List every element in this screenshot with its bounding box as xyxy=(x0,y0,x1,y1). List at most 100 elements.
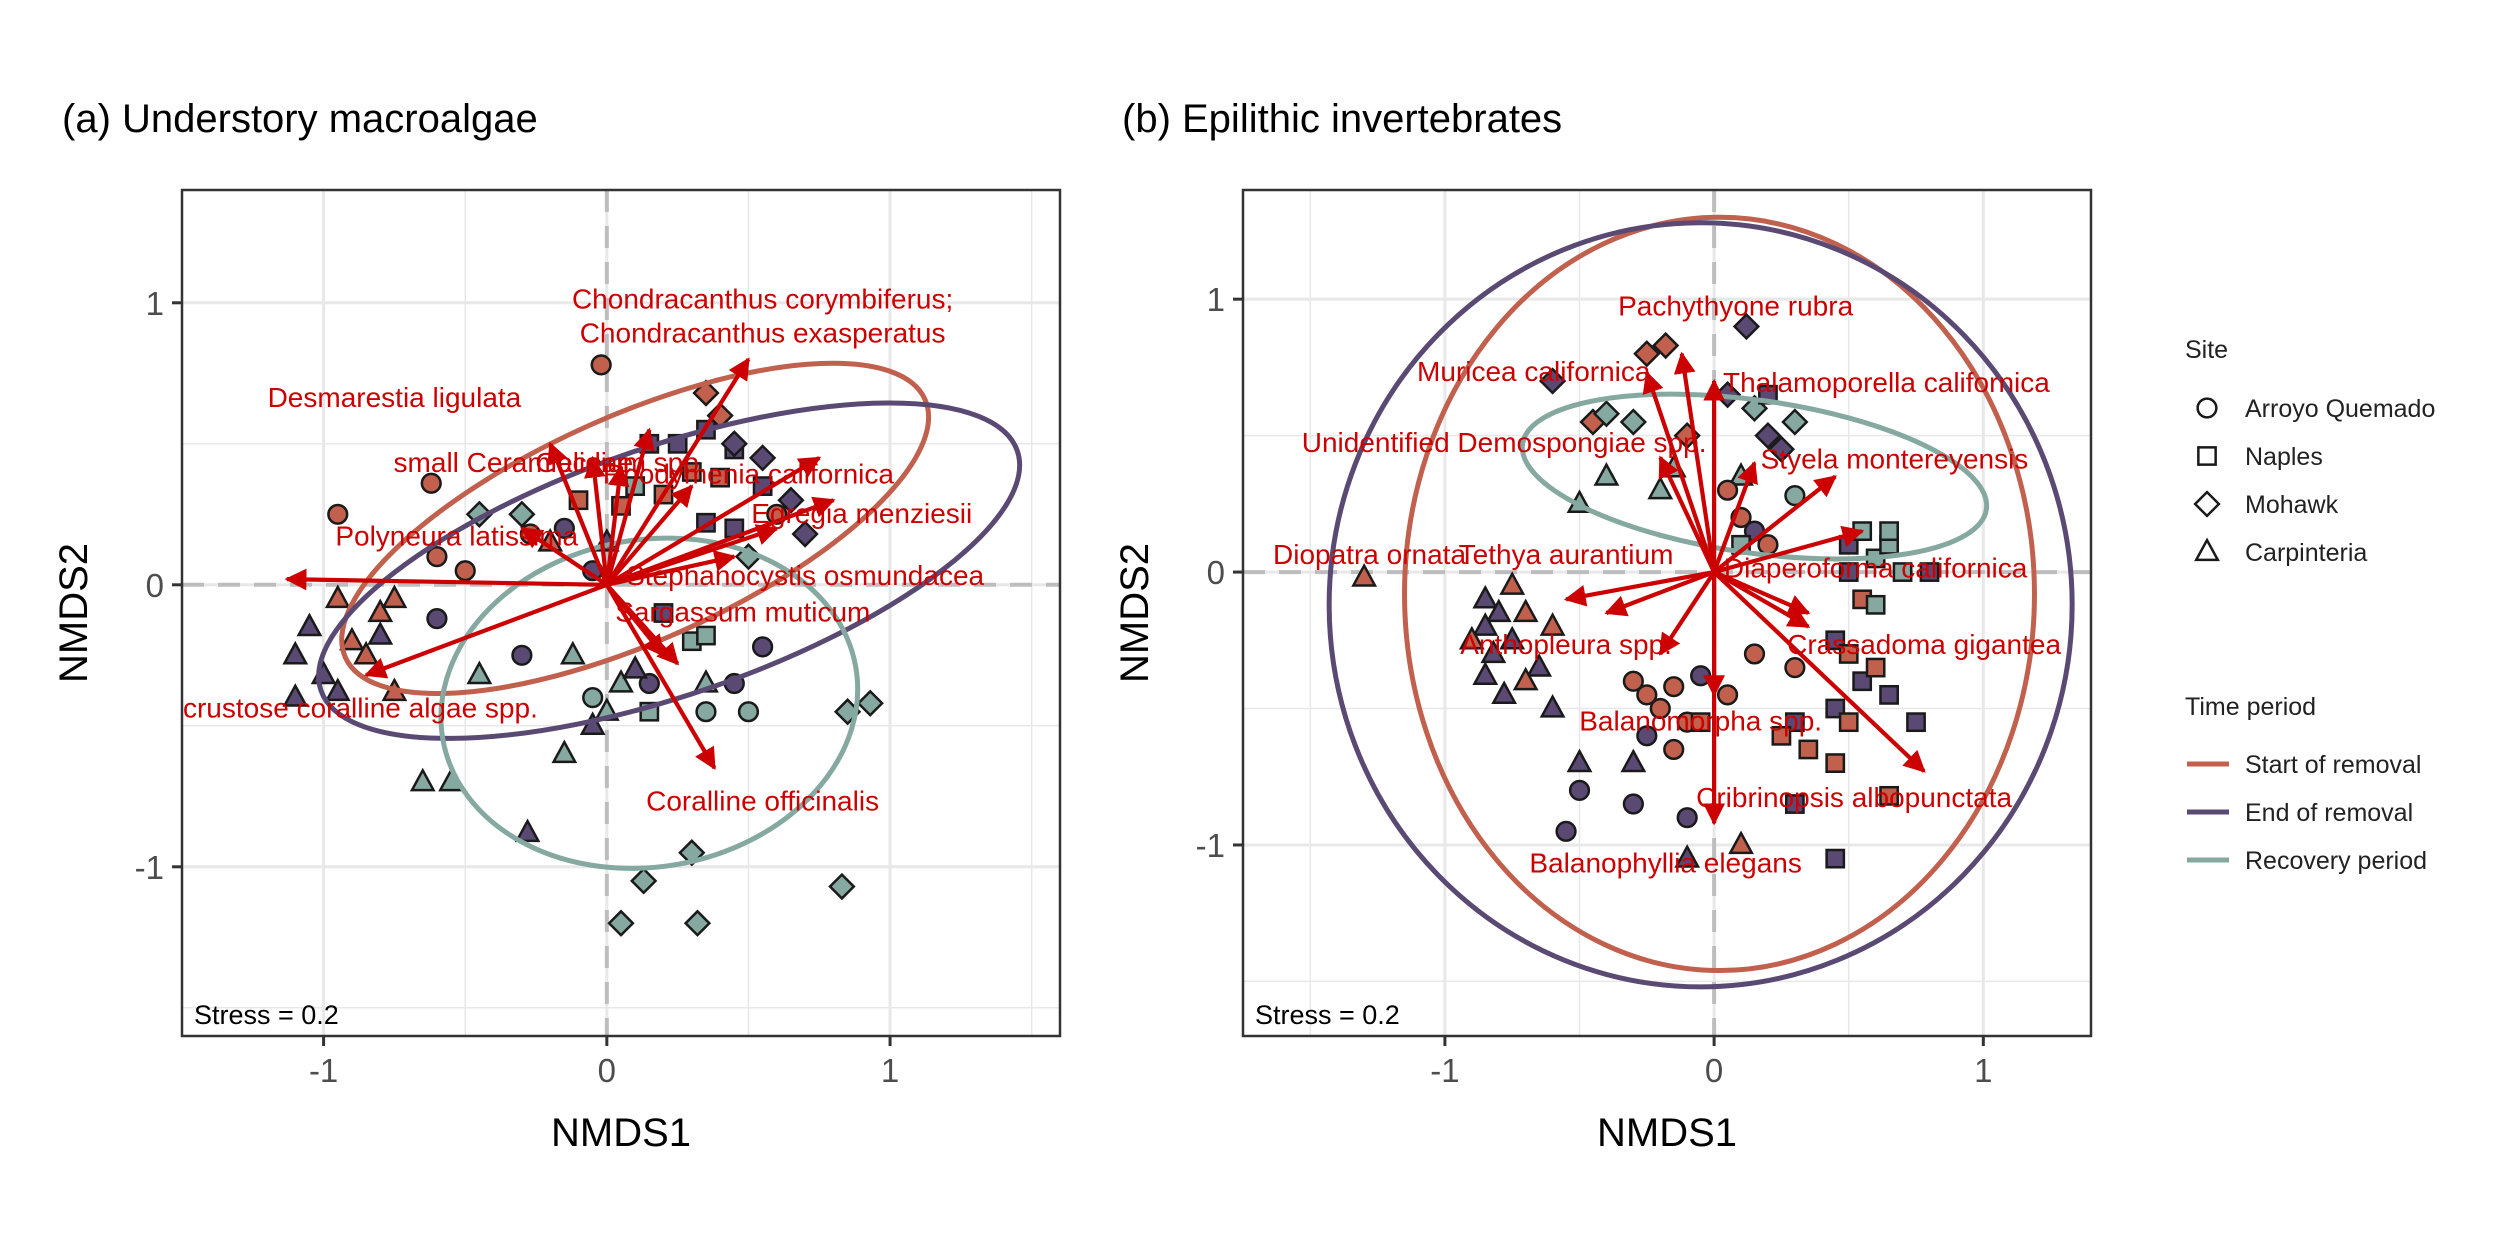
data-point xyxy=(737,701,760,723)
species-label: Diaperoforma californica xyxy=(1724,553,2028,584)
data-point xyxy=(1512,598,1539,623)
data-point xyxy=(426,545,448,568)
species-vector xyxy=(1673,351,1717,573)
x-axis-title: NMDS1 xyxy=(1597,1111,1737,1155)
stress-label: Stress = 0.2 xyxy=(194,1000,339,1030)
species-label: Anthopleura spp. xyxy=(1460,629,1672,660)
data-point xyxy=(1732,312,1761,341)
data-point xyxy=(296,612,323,637)
data-point xyxy=(1716,479,1739,501)
data-point xyxy=(1865,657,1886,678)
data-point xyxy=(1690,665,1712,687)
data-point xyxy=(1771,725,1792,746)
species-vector xyxy=(1642,370,1717,573)
panel-a: (a) Understory macroalgae Chondracanthus … xyxy=(52,97,1062,1155)
panel-title: (a) Understory macroalgae xyxy=(62,97,538,141)
data-point xyxy=(752,636,774,658)
legend-site-item: Naples xyxy=(2197,443,2323,471)
period-ellipse xyxy=(1402,214,2037,974)
data-point xyxy=(367,598,394,623)
legend: Site Arroyo Quemado Naples Mohawk Carpinter… xyxy=(2185,336,2435,875)
legend-site-label: Naples xyxy=(2245,443,2323,471)
species-label: Coralline officinalis xyxy=(646,785,879,816)
legend-site-key xyxy=(2196,397,2218,419)
species-vector xyxy=(1712,460,1758,573)
data-point xyxy=(1636,684,1658,706)
legend-period-label: Start of removal xyxy=(2245,751,2421,779)
data-point xyxy=(1485,598,1512,623)
data-point xyxy=(420,472,442,494)
legend-site-item: Arroyo Quemado xyxy=(2196,395,2435,423)
species-label: crustose coralline algae spp. xyxy=(183,692,538,723)
species-label: Polyneura latissima xyxy=(335,520,578,551)
data-point xyxy=(1674,844,1701,868)
data-point xyxy=(748,444,777,472)
y-axis-title: NMDS2 xyxy=(52,543,96,683)
species-label: small Ceramiaceae xyxy=(394,447,634,478)
data-point xyxy=(1906,712,1926,733)
data-point xyxy=(1622,793,1644,815)
data-point xyxy=(695,701,717,723)
species-vector xyxy=(1712,570,1926,773)
data-point xyxy=(508,500,536,528)
species-label: Stephanocystis osmundacea xyxy=(626,560,984,591)
species-label: Gelidium spp. xyxy=(535,447,706,478)
legend-period-label: Recovery period xyxy=(2245,847,2427,875)
data-point xyxy=(553,517,575,540)
data-point xyxy=(1555,820,1577,842)
data-point xyxy=(1838,712,1859,733)
species-label: Chondracanthus corymbiferus; Chondracanth… xyxy=(572,283,953,348)
data-point xyxy=(1754,421,1782,450)
data-point xyxy=(1619,408,1647,436)
x-tick-label: 0 xyxy=(1705,1052,1723,1089)
x-tick-label: 1 xyxy=(881,1052,899,1089)
data-point xyxy=(1592,400,1621,428)
legend-period-item: Recovery period xyxy=(2187,847,2427,875)
data-point xyxy=(828,872,856,901)
data-point xyxy=(1539,612,1566,636)
data-point xyxy=(1767,435,1796,463)
data-point xyxy=(630,867,658,895)
species-vector xyxy=(1604,570,1715,617)
species-vector xyxy=(284,568,607,591)
data-point xyxy=(1919,562,1940,582)
data-point xyxy=(1566,748,1593,773)
species-label: Unidentified Demospongiae spp. xyxy=(1302,427,1707,458)
data-point xyxy=(1781,408,1809,436)
data-point xyxy=(607,909,635,937)
data-point xyxy=(511,644,533,666)
y-axis-title: NMDS2 xyxy=(1113,543,1157,683)
species-vector xyxy=(1658,570,1716,656)
data-point xyxy=(1647,475,1674,500)
species-label: Diopatra ornata xyxy=(1273,539,1466,570)
species-vector xyxy=(605,456,822,587)
data-point xyxy=(1499,625,1526,650)
legend-period-item: End of removal xyxy=(2187,799,2413,827)
species-vector xyxy=(604,464,630,586)
period-ellipse xyxy=(339,360,932,697)
data-point xyxy=(327,503,349,525)
data-point xyxy=(1499,571,1526,595)
legend-site-title: Site xyxy=(2185,336,2228,364)
species-vector xyxy=(547,441,609,586)
data-point xyxy=(324,584,351,609)
data-point xyxy=(608,669,634,693)
data-point xyxy=(1472,612,1499,636)
species-label: Crassadoma gigantea xyxy=(1787,629,2061,660)
period-ellipse xyxy=(438,535,861,871)
x-tick-label: 1 xyxy=(1974,1052,1992,1089)
data-point xyxy=(1879,521,1899,542)
legend-site-label: Arroyo Quemado xyxy=(2245,395,2435,423)
legend-time-title: Time period xyxy=(2185,693,2316,721)
data-point xyxy=(1879,785,1899,806)
data-point xyxy=(720,430,748,458)
data-point xyxy=(1757,534,1779,556)
data-point xyxy=(582,686,604,709)
data-point xyxy=(1622,670,1644,692)
y-tick-label: 0 xyxy=(146,567,164,604)
data-point xyxy=(1526,653,1553,677)
species-vector xyxy=(605,484,694,587)
data-point xyxy=(696,625,716,646)
data-point xyxy=(1784,485,1806,507)
data-point xyxy=(1825,848,1846,869)
